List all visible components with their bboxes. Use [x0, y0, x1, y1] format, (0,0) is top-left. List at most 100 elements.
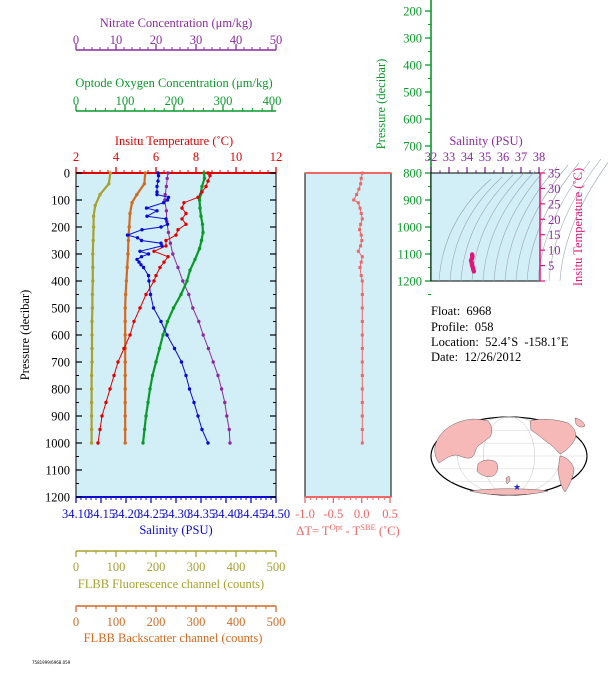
- tick-label: 34.20: [112, 507, 140, 521]
- data-point-salinity-psu: [151, 306, 156, 310]
- data-point-nitrate-concentration-m-kg: [181, 279, 185, 283]
- float-location-marker: ★: [513, 482, 521, 492]
- data-point-flbb-fluorescence-channel-counts: [91, 252, 95, 256]
- data-point-nitrate-concentration-m-kg: [191, 306, 195, 310]
- data-point-insitu-temperature-c: [208, 174, 212, 178]
- data-point-salinity-psu: [139, 238, 144, 243]
- tick-label: 300: [187, 560, 206, 574]
- tick-label: 700: [51, 356, 70, 370]
- tick-label: 400: [227, 615, 246, 629]
- delta-t-axis-title: ΔT= TOpt - TSBE (˚C): [296, 522, 399, 538]
- data-point-optode-oxygen-concentration-m-kg: [179, 292, 183, 297]
- data-point-delta-t: [359, 260, 363, 264]
- tick-label: 34: [461, 150, 474, 164]
- isopycnal-line: [482, 170, 536, 282]
- map-land-asia: [434, 418, 492, 464]
- tick-label: 100: [107, 560, 126, 574]
- tick-label: 800: [51, 383, 70, 397]
- tick-label: 400: [51, 275, 70, 289]
- data-point-delta-t: [358, 206, 362, 210]
- data-point-optode-oxygen-concentration-m-kg: [154, 360, 158, 364]
- data-point-flbb-fluorescence-channel-counts: [89, 387, 94, 391]
- isopycnal-line: [559, 162, 608, 282]
- data-point-insitu-temperature-c: [164, 244, 168, 248]
- tick-label: 35: [479, 150, 492, 164]
- tick-label: 37: [515, 150, 528, 164]
- temperature-axis: Insitu Temperature (˚C) 2 4 6 8 10 12: [73, 134, 282, 173]
- data-point-flbb-fluorescence-channel-counts: [91, 225, 96, 229]
- data-point-optode-oxygen-concentration-m-kg: [202, 171, 206, 175]
- data-point-nitrate-concentration-m-kg: [165, 176, 169, 181]
- data-point-optode-oxygen-concentration-m-kg: [144, 414, 148, 418]
- tick-label: 34.50: [262, 507, 290, 521]
- tick-label: 600: [51, 329, 70, 343]
- data-point-delta-t: [358, 266, 362, 269]
- tick-label: 600: [403, 113, 422, 127]
- delta-t-tick-labels: -1.0 -0.5 0.0 0.5: [295, 497, 398, 521]
- tick-label: 100: [116, 94, 135, 108]
- tick-label: 50: [270, 33, 283, 47]
- oxygen-tick-labels: 0 100 200 300 400: [73, 94, 282, 111]
- data-point-flbb-fluorescence-channel-counts: [108, 171, 113, 175]
- data-point-delta-t: [352, 198, 356, 202]
- data-point-insitu-temperature-c: [162, 260, 166, 264]
- data-point-salinity-psu: [146, 252, 151, 256]
- data-point-salinity-psu: [156, 174, 161, 178]
- data-point-optode-oxygen-concentration-m-kg: [188, 268, 192, 272]
- data-point-salinity-psu: [155, 190, 159, 194]
- tick-label: 10: [230, 150, 243, 164]
- data-point-insitu-temperature-c: [180, 217, 184, 221]
- data-point-delta-t: [360, 428, 364, 431]
- delta-t-panel: -1.0 -0.5 0.0 0.5 ΔT= TOpt - TSBE (˚C): [295, 171, 400, 538]
- data-point-optode-oxygen-concentration-m-kg: [165, 319, 170, 324]
- data-point-flbb-backscatter-channel-counts: [123, 414, 127, 418]
- tick-label: 700: [403, 140, 422, 154]
- tick-label: 2: [73, 150, 79, 164]
- delta-t-title-sup1: Opt: [330, 522, 343, 532]
- data-point-optode-oxygen-concentration-m-kg: [200, 184, 204, 189]
- data-point-flbb-fluorescence-channel-counts: [90, 306, 95, 310]
- tick-label: 0.0: [354, 507, 370, 521]
- data-point-nitrate-concentration-m-kg: [211, 360, 215, 364]
- data-point-salinity-psu: [139, 263, 143, 267]
- info-location: Location: 52.4˚S -158.1˚E: [431, 335, 569, 349]
- tick-label: 35: [548, 167, 561, 181]
- data-point-salinity-psu: [187, 387, 192, 391]
- data-point-flbb-fluorescence-channel-counts: [89, 414, 94, 418]
- data-point-delta-t: [360, 414, 364, 418]
- data-point-insitu-temperature-c: [200, 190, 204, 194]
- data-point-salinity-psu: [206, 441, 210, 445]
- data-point-salinity-psu: [140, 228, 144, 232]
- tick-label: 400: [263, 94, 282, 108]
- profile-plot-area: [75, 172, 277, 498]
- data-point-flbb-backscatter-channel-counts: [123, 373, 127, 378]
- data-point-nitrate-concentration-m-kg: [166, 230, 171, 235]
- data-point-delta-t: [360, 320, 364, 323]
- tick-label: 8: [193, 150, 199, 164]
- tick-label: 300: [214, 94, 233, 108]
- backscatter-axis-title: FLBB Backscatter channel (counts): [84, 631, 263, 645]
- data-point-salinity-psu: [155, 192, 159, 197]
- data-point-flbb-backscatter-channel-counts: [123, 360, 127, 364]
- data-point-nitrate-concentration-m-kg: [197, 319, 201, 324]
- ts-series: [468, 252, 477, 274]
- isopycnal-line: [438, 178, 492, 282]
- profile-series: [89, 171, 232, 445]
- map-land-australia: [476, 459, 498, 477]
- data-point-nitrate-concentration-m-kg: [171, 252, 175, 256]
- tick-label: 500: [267, 615, 286, 629]
- tick-label: 400: [403, 59, 422, 73]
- backscatter-axis: 0 100 200 300 400 500 FLBB Backscatter channe…: [73, 605, 286, 645]
- ts-temperature-axis-title: Insitu Temperature (˚C): [571, 168, 585, 286]
- data-point-nitrate-concentration-m-kg: [163, 192, 167, 197]
- data-point-delta-t: [356, 249, 360, 253]
- data-point-optode-oxygen-concentration-m-kg: [171, 306, 176, 310]
- data-point-optode-oxygen-concentration-m-kg: [193, 257, 197, 262]
- data-point-flbb-fluorescence-channel-counts: [90, 319, 94, 324]
- oxygen-pressure-tick-labels: 200 300 400 500 600 700 800 900 1000 1100 1200: [397, 5, 431, 295]
- salinity-tick-labels: 34.1034.1534.2034.2534.3034.3534.4034.45…: [62, 497, 290, 521]
- data-point-insitu-temperature-c: [96, 441, 100, 445]
- data-point-flbb-backscatter-channel-counts: [124, 279, 129, 283]
- data-point-salinity-psu: [147, 279, 151, 283]
